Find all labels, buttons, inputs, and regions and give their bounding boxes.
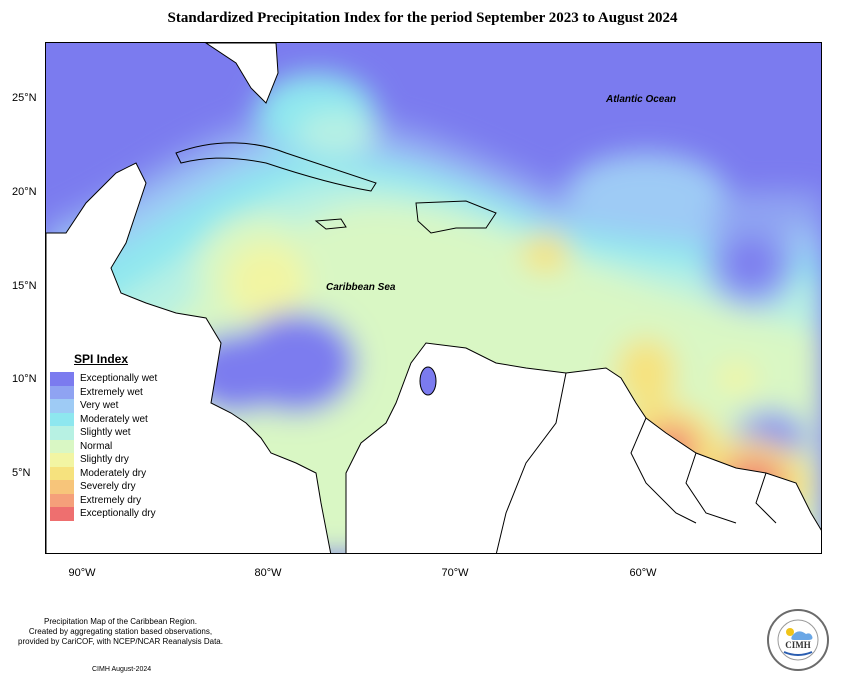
legend-item: Extremely dry <box>50 493 168 507</box>
legend-swatch <box>50 426 74 440</box>
legend-item: Exceptionally dry <box>50 507 168 521</box>
footer-notes: Precipitation Map of the Caribbean Regio… <box>18 617 223 647</box>
x-tick-60w: 60°W <box>629 567 657 579</box>
legend-label: Moderately dry <box>80 467 147 479</box>
legend-item: Severely dry <box>50 480 168 494</box>
legend-item: Slightly wet <box>50 426 168 440</box>
legend-label: Very wet <box>80 400 119 412</box>
legend-item: Exceptionally wet <box>50 372 168 386</box>
legend-label: Extremely dry <box>80 494 142 506</box>
cimh-logo: CIMH <box>766 608 830 672</box>
legend-swatch <box>50 372 74 386</box>
atlantic-ocean-label: Atlantic Ocean <box>606 94 677 105</box>
spi-legend: SPI Index Exceptionally wet Extremely wet… <box>50 352 168 522</box>
legend-swatch <box>50 466 74 480</box>
logo-text: CIMH <box>785 640 811 650</box>
legend-swatch <box>50 480 74 494</box>
legend-item: Normal <box>50 439 168 453</box>
legend-swatch <box>50 385 74 399</box>
footer-line-1: Precipitation Map of the Caribbean Regio… <box>43 617 197 626</box>
legend-swatch <box>50 399 74 413</box>
footer-signature: CIMH August-2024 <box>92 666 152 673</box>
land-outlines <box>46 43 821 553</box>
footer-line-2: Created by aggregating station based obs… <box>28 627 213 636</box>
legend-swatch <box>50 507 74 521</box>
legend-item: Moderately wet <box>50 412 168 426</box>
legend-label: Exceptionally wet <box>80 373 158 385</box>
legend-label: Normal <box>80 440 113 452</box>
legend-item: Extremely wet <box>50 385 168 399</box>
spi-map <box>45 42 822 554</box>
legend-label: Slightly dry <box>80 454 129 466</box>
legend-label: Exceptionally dry <box>80 508 156 520</box>
map-title: Standardized Precipitation Index for the… <box>167 10 678 26</box>
legend-rows: Exceptionally wet Extremely wet Very wet Mo… <box>50 372 168 521</box>
caribbean-sea-label: Caribbean Sea <box>326 282 396 293</box>
legend-swatch <box>50 412 74 426</box>
y-tick-20n: 20°N <box>12 186 37 198</box>
legend-item: Moderately dry <box>50 466 168 480</box>
map-canvas <box>46 43 821 553</box>
footer-line-3: provided by CariCOF, with NCEP/NCAR Rean… <box>18 637 223 646</box>
y-tick-25n: 25°N <box>12 92 37 104</box>
legend-label: Slightly wet <box>80 427 131 439</box>
cimh-logo-icon: CIMH <box>767 609 829 671</box>
x-tick-70w: 70°W <box>441 567 469 579</box>
legend-swatch <box>50 439 74 453</box>
legend-item: Very wet <box>50 399 168 413</box>
country-borders <box>495 372 777 553</box>
y-tick-15n: 15°N <box>12 280 37 292</box>
legend-swatch <box>50 493 74 507</box>
y-tick-10n: 10°N <box>12 373 37 385</box>
legend-label: Moderately wet <box>80 413 148 425</box>
legend-label: Extremely wet <box>80 386 143 398</box>
legend-title: SPI Index <box>74 352 129 366</box>
y-tick-5n: 5°N <box>12 467 31 479</box>
x-tick-90w: 90°W <box>68 567 96 579</box>
legend-item: Slightly dry <box>50 453 168 467</box>
legend-swatch <box>50 453 74 467</box>
legend-label: Severely dry <box>80 481 136 493</box>
x-tick-80w: 80°W <box>254 567 282 579</box>
